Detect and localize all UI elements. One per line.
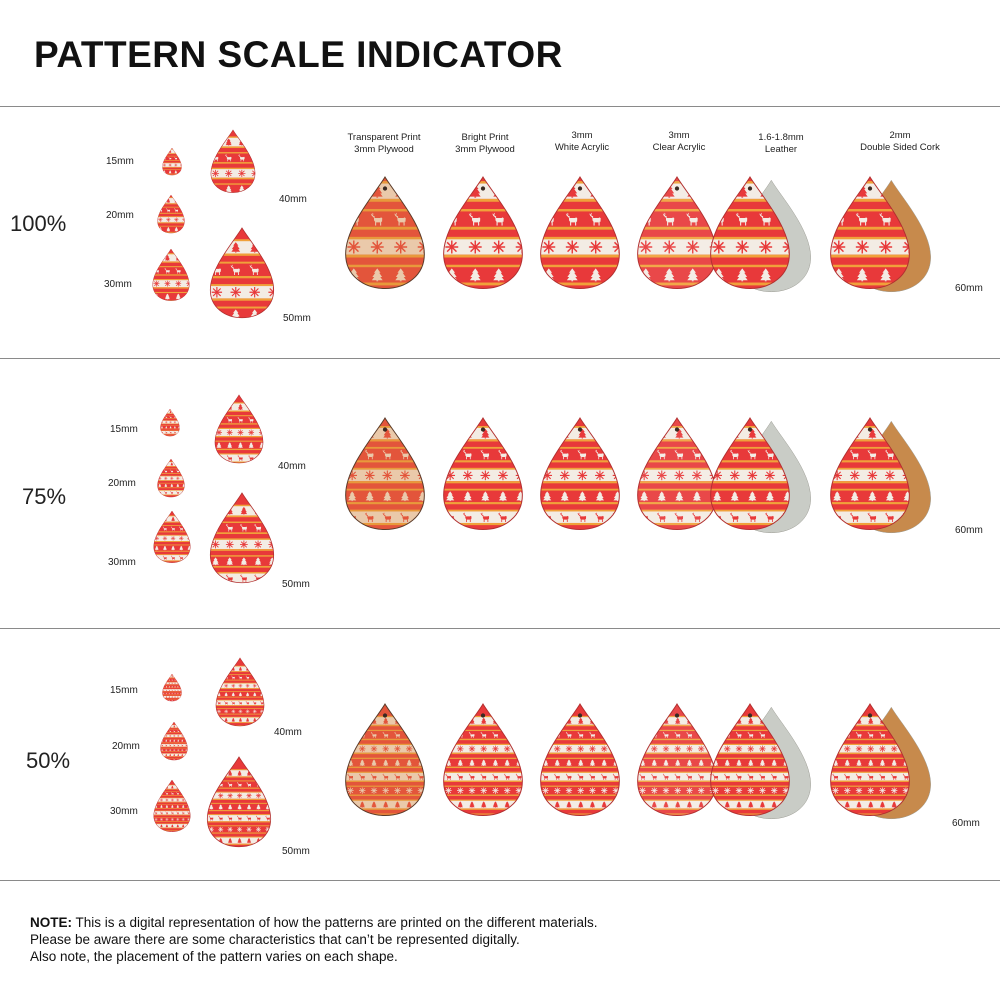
- teardrop-earring-icon: [209, 227, 275, 319]
- divider-bottom: [0, 880, 1000, 881]
- teardrop-earring-icon: [157, 194, 185, 234]
- teardrop-earring-icon: [540, 417, 620, 531]
- teardrop-earring-icon: [153, 510, 191, 563]
- size-label-30mm: 30mm: [104, 279, 132, 290]
- teardrop-earring-icon: [637, 176, 717, 290]
- note-line-3: Also note, the placement of the pattern …: [30, 949, 398, 964]
- size-label-20mm: 20mm: [106, 210, 134, 221]
- teardrop-earring-icon: [443, 417, 523, 531]
- material-header-2: Bright Print 3mm Plywood: [455, 132, 515, 155]
- material-header-3: 3mm White Acrylic: [554, 130, 610, 153]
- page-title: PATTERN SCALE INDICATOR: [34, 34, 563, 75]
- teardrop-earring-icon: [830, 176, 931, 293]
- size-label-30mm: 30mm: [110, 806, 138, 817]
- teardrop-earring-icon: [162, 673, 182, 702]
- scale-label-75: 75%: [22, 484, 67, 509]
- size-label-50mm: 50mm: [283, 313, 311, 324]
- material-header-4: 3mm Clear Acrylic: [652, 130, 706, 153]
- size-label-60mm: 60mm: [952, 818, 980, 829]
- teardrop-earring-icon: [345, 703, 425, 817]
- teardrop-earring-icon: [830, 417, 931, 534]
- teardrop-earring-icon: [830, 703, 931, 820]
- teardrop-earring-icon: [443, 176, 523, 290]
- note-text: NOTE: This is a digital representation o…: [30, 914, 598, 965]
- divider-top: [0, 106, 1000, 107]
- size-label-15mm: 15mm: [110, 424, 138, 435]
- size-label-30mm: 30mm: [108, 557, 136, 568]
- note-label: NOTE:: [30, 915, 72, 930]
- teardrop-earring-icon: [157, 458, 185, 498]
- teardrop-earring-icon: [345, 176, 425, 290]
- teardrop-earring-icon: [637, 703, 717, 817]
- size-label-40mm: 40mm: [279, 194, 307, 205]
- material-header-5: 1.6-1.8mm Leather: [758, 132, 804, 155]
- material-header-1: Transparent Print 3mm Plywood: [347, 132, 421, 155]
- teardrop-earring-icon: [210, 129, 256, 193]
- teardrop-earring-icon: [153, 779, 191, 832]
- size-label-50mm: 50mm: [282, 579, 310, 590]
- teardrop-earring-icon: [710, 703, 811, 820]
- teardrop-earring-icon: [160, 721, 188, 761]
- teardrop-earring-icon: [160, 408, 180, 437]
- teardrop-earring-icon: [710, 176, 811, 293]
- size-label-50mm: 50mm: [282, 846, 310, 857]
- size-label-60mm: 60mm: [955, 525, 983, 536]
- size-label-40mm: 40mm: [274, 727, 302, 738]
- teardrop-earring-icon: [209, 492, 275, 584]
- teardrop-earring-icon: [162, 147, 182, 176]
- material-header-6: 2mm Double Sided Cork: [860, 130, 940, 153]
- size-label-60mm: 60mm: [955, 283, 983, 294]
- teardrop-earring-icon: [710, 417, 811, 534]
- teardrop-earring-icon: [206, 756, 272, 848]
- teardrop-earring-icon: [540, 703, 620, 817]
- note-line-2: Please be aware there are some character…: [30, 932, 520, 947]
- size-label-15mm: 15mm: [110, 685, 138, 696]
- teardrop-earring-icon: [215, 657, 265, 727]
- teardrop-earring-icon: [540, 176, 620, 290]
- size-label-40mm: 40mm: [278, 461, 306, 472]
- divider-2: [0, 628, 1000, 629]
- note-line-1: This is a digital representation of how …: [72, 915, 598, 930]
- size-label-15mm: 15mm: [106, 156, 134, 167]
- teardrop-earring-icon: [214, 394, 264, 464]
- teardrop-earring-icon: [152, 248, 190, 301]
- teardrop-earring-icon: [345, 417, 425, 531]
- scale-label-100: 100%: [10, 211, 67, 236]
- scale-label-50: 50%: [26, 748, 71, 773]
- teardrop-earring-icon: [637, 417, 717, 531]
- size-label-20mm: 20mm: [112, 741, 140, 752]
- teardrop-earring-icon: [443, 703, 523, 817]
- size-label-20mm: 20mm: [108, 478, 136, 489]
- divider-1: [0, 358, 1000, 359]
